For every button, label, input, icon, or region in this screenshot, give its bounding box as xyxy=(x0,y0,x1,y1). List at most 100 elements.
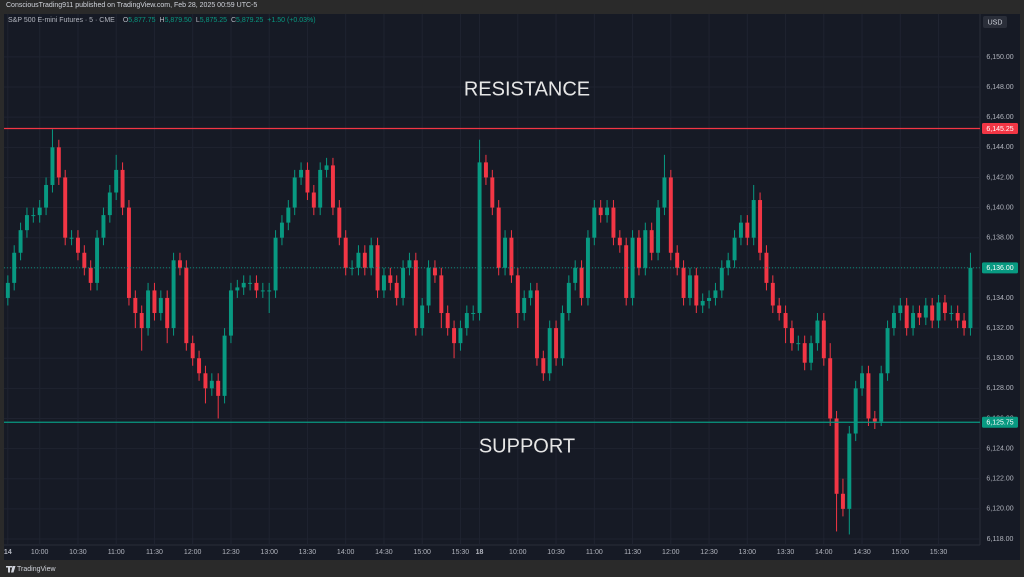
candle-body xyxy=(171,260,176,329)
annotation: RESISTANCE xyxy=(464,78,590,100)
candle-body xyxy=(420,305,425,329)
candle-body xyxy=(694,275,699,306)
candle-body xyxy=(337,207,342,238)
x-tick-label: 10:00 xyxy=(509,549,527,556)
candle-body xyxy=(184,267,189,344)
candle-body xyxy=(758,200,763,253)
candle-body xyxy=(452,328,457,344)
x-tick-label: 10:30 xyxy=(69,549,87,556)
candle-body xyxy=(707,297,712,301)
candle-body xyxy=(802,343,807,363)
candle-body xyxy=(197,358,202,374)
candle-body xyxy=(101,215,106,238)
candle-body xyxy=(311,192,316,208)
candle-body xyxy=(700,300,705,306)
x-tick-label: 12:00 xyxy=(184,549,202,556)
candle-body xyxy=(407,260,412,268)
y-tick-label: 6,144.00 xyxy=(986,144,1013,151)
candle-body xyxy=(222,335,227,396)
ohlc-value: 5,879.25 xyxy=(236,17,264,24)
candle-body xyxy=(69,237,74,239)
published-line: ConsciousTrading911 published on Trading… xyxy=(6,2,258,9)
ohlc-value: 5,879.50 xyxy=(164,17,192,24)
candle-body xyxy=(286,207,291,223)
x-tick-label: 10:00 xyxy=(31,549,49,556)
candle-body xyxy=(936,302,941,321)
candle-body xyxy=(821,320,826,359)
candle-body xyxy=(158,297,163,314)
candle-body xyxy=(267,290,272,292)
ohlc-key: H xyxy=(159,17,165,24)
candle-body xyxy=(483,162,488,178)
candle-body xyxy=(687,275,692,298)
candle-body xyxy=(388,275,393,283)
candle-body xyxy=(299,169,304,178)
y-tick-label: 6,148.00 xyxy=(986,84,1013,91)
candle-body xyxy=(515,275,520,314)
candle-body xyxy=(216,380,221,396)
candle-body xyxy=(681,267,686,298)
candle-body xyxy=(592,207,597,238)
candle-body xyxy=(458,328,463,344)
candle-body xyxy=(789,328,794,344)
candle-body xyxy=(37,207,42,216)
candle-body xyxy=(356,252,361,268)
x-tick-label: 14:00 xyxy=(337,549,355,556)
x-tick-label: 15:00 xyxy=(413,549,431,556)
ohlc-key: O xyxy=(122,17,129,24)
candle-body xyxy=(923,305,928,318)
candle-body xyxy=(796,343,801,345)
candle-body xyxy=(866,373,871,419)
y-tick-label: 6,150.00 xyxy=(986,54,1013,61)
ohlc-key: C xyxy=(230,17,237,24)
candle-body xyxy=(522,297,527,314)
candle-body xyxy=(898,305,903,314)
annotation: SUPPORT xyxy=(479,435,575,457)
candle-body xyxy=(82,252,87,268)
candle-body xyxy=(273,237,278,291)
candle-body xyxy=(324,165,329,170)
x-tick-label: 12:00 xyxy=(662,549,680,556)
candle-body xyxy=(50,147,55,185)
candle-body xyxy=(241,282,246,288)
candle-body xyxy=(949,313,954,315)
candle-body xyxy=(490,177,495,208)
candle-body xyxy=(872,418,877,422)
ohlc-value: 5,877.75 xyxy=(128,17,156,24)
candle-body xyxy=(56,147,61,178)
candle-body xyxy=(662,177,667,208)
candle-body xyxy=(968,267,973,329)
candle-body xyxy=(343,237,348,268)
candle-body xyxy=(815,320,820,344)
x-tick-label: 13:00 xyxy=(739,549,757,556)
candle-body xyxy=(375,245,380,291)
candle-body xyxy=(579,267,584,298)
candle-body xyxy=(75,237,80,253)
price-badge-label: 6,136.00 xyxy=(986,265,1013,272)
candle-body xyxy=(260,290,265,292)
candle-body xyxy=(114,169,119,193)
candle-body xyxy=(598,207,603,216)
x-tick-label: 15:30 xyxy=(452,549,470,556)
candle-body xyxy=(5,282,10,298)
candle-body xyxy=(24,215,29,231)
candle-body xyxy=(738,222,743,238)
x-tick-label: 14:30 xyxy=(375,549,393,556)
candle-body xyxy=(547,328,552,374)
candle-body xyxy=(904,305,909,329)
candle-body xyxy=(624,245,629,298)
candle-body xyxy=(860,373,865,389)
x-tick-label: 11:00 xyxy=(586,549,603,556)
x-tick-label: 12:30 xyxy=(222,549,240,556)
y-tick-label: 6,138.00 xyxy=(986,235,1013,242)
x-tick-label: 15:00 xyxy=(892,549,910,556)
candle-body xyxy=(834,418,839,494)
price-badge xyxy=(982,416,1018,428)
candle-body xyxy=(560,313,565,359)
candle-body xyxy=(369,245,374,268)
candle-body xyxy=(88,267,93,283)
y-tick-label: 6,132.00 xyxy=(986,325,1013,332)
x-tick-label: 11:30 xyxy=(624,549,641,556)
candle-body xyxy=(235,287,240,291)
